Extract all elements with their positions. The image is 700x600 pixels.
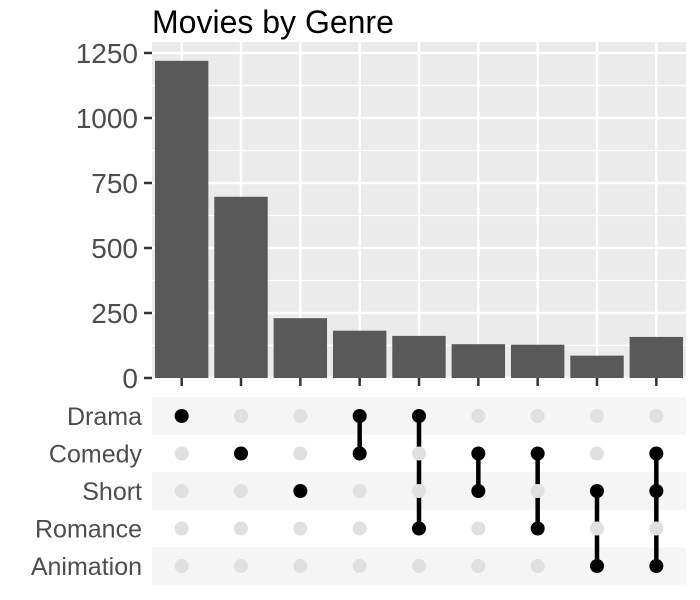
bar-comedy-romance <box>510 344 565 378</box>
y-tick-label: 500 <box>91 233 138 264</box>
matrix-dot-inactive <box>590 446 604 461</box>
matrix-dot-inactive <box>174 559 189 573</box>
set-label-short: Short <box>82 478 142 506</box>
matrix-dot-inactive <box>234 559 248 573</box>
bar-drama <box>154 60 209 379</box>
matrix-dot-inactive <box>471 521 486 536</box>
matrix-dot-inactive <box>293 446 308 461</box>
matrix-dot-active <box>590 559 604 573</box>
matrix-dot-inactive <box>174 446 189 461</box>
matrix-dot-inactive <box>234 484 248 498</box>
matrix-dot-active <box>174 409 189 423</box>
x-axis-ticks <box>180 378 658 386</box>
matrix-dot-active <box>530 446 545 461</box>
intersection-matrix: Drama Comedy Short Romance Animation <box>31 397 686 585</box>
matrix-dot-inactive <box>649 521 664 536</box>
y-tick-label: 1250 <box>76 38 138 69</box>
bar-short <box>273 318 328 378</box>
matrix-dot-active <box>352 446 367 461</box>
matrix-dot-active <box>471 484 486 498</box>
bar-drama-comedy <box>332 330 387 378</box>
matrix-dot-inactive <box>471 559 486 573</box>
bar-short-animation <box>570 355 624 378</box>
matrix-dot-active <box>471 446 486 461</box>
matrix-dot-active <box>234 446 248 461</box>
matrix-dot-active <box>649 484 664 498</box>
matrix-dot-inactive <box>412 559 426 573</box>
matrix-dot-active <box>352 409 367 423</box>
matrix-dot-inactive <box>293 559 308 573</box>
matrix-dot-active <box>293 484 308 498</box>
matrix-dot-inactive <box>412 484 426 498</box>
matrix-dot-inactive <box>590 409 604 423</box>
matrix-dot-inactive <box>234 521 248 536</box>
matrix-dot-inactive <box>352 484 367 498</box>
matrix-dot-inactive <box>174 484 189 498</box>
y-tick-label: 0 <box>122 363 138 394</box>
bar-drama-romance <box>392 335 446 378</box>
matrix-dot-inactive <box>412 446 426 461</box>
matrix-dot-inactive <box>590 521 604 536</box>
matrix-dot-inactive <box>293 521 308 536</box>
bar-comedy-short-animation <box>629 336 684 378</box>
y-tick-label: 750 <box>91 168 138 199</box>
matrix-dot-inactive <box>174 521 189 536</box>
y-tick-label: 250 <box>91 298 138 329</box>
matrix-dot-inactive <box>293 409 308 423</box>
matrix-dot-inactive <box>234 409 248 423</box>
matrix-dot-inactive <box>530 409 545 423</box>
bar-comedy-short <box>451 344 506 378</box>
bar-comedy <box>214 196 268 378</box>
y-axis: 0 250 500 750 1000 1250 <box>76 38 152 394</box>
matrix-dot-active <box>649 446 664 461</box>
y-tick-label: 1000 <box>76 103 138 134</box>
set-label-comedy: Comedy <box>49 441 143 469</box>
set-label-romance: Romance <box>35 516 142 544</box>
matrix-dot-inactive <box>530 559 545 573</box>
matrix-dot-active <box>590 484 604 498</box>
matrix-dot-inactive <box>471 409 486 423</box>
matrix-dot-inactive <box>530 484 545 498</box>
matrix-dot-active <box>649 559 664 573</box>
matrix-dot-inactive <box>649 409 664 423</box>
bars <box>154 60 684 379</box>
chart-title: Movies by Genre <box>152 4 394 40</box>
set-label-animation: Animation <box>31 553 142 581</box>
set-label-drama: Drama <box>67 403 142 431</box>
matrix-dot-inactive <box>352 521 367 536</box>
matrix-dot-active <box>530 521 545 536</box>
matrix-dot-active <box>412 409 426 423</box>
matrix-dot-active <box>412 521 426 536</box>
matrix-dot-inactive <box>352 559 367 573</box>
